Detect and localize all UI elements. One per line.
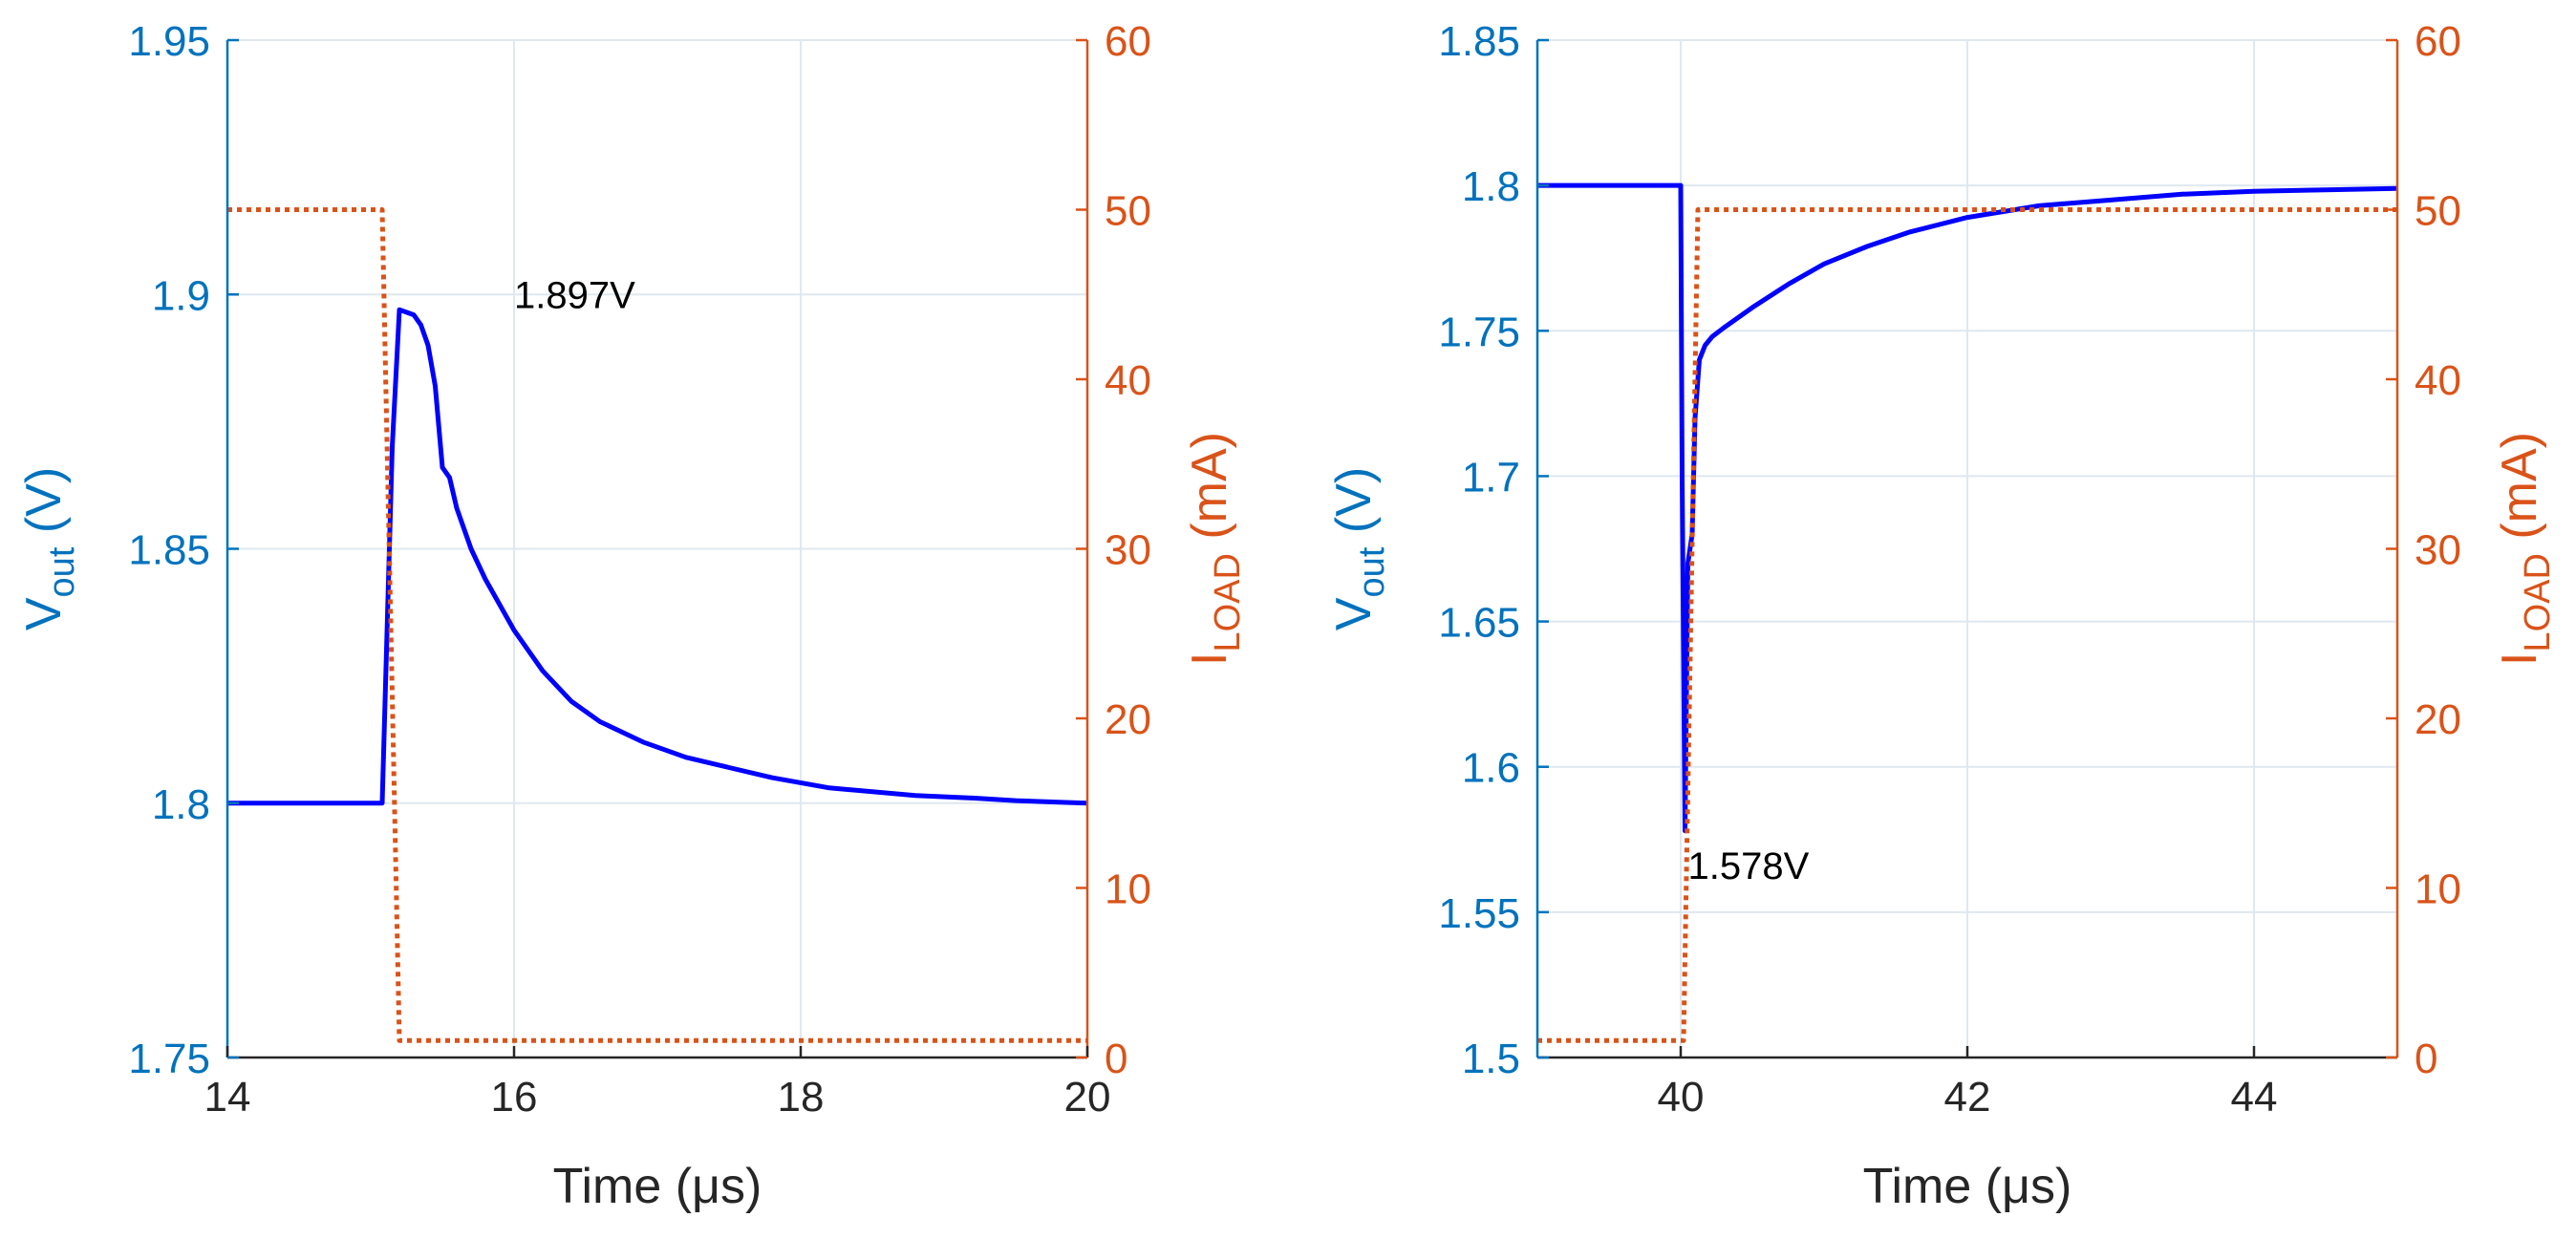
right-y-tick-label: 0 [2415, 1036, 2437, 1082]
panel-left: 14 16 18 20 1.75 1.8 1.85 1.9 1.95 0 10 20 30 40 50 60 T… [16, 18, 1248, 1214]
right-y-tick-label: 60 [1105, 18, 1151, 65]
right-y-tick-label: 40 [1105, 357, 1151, 404]
panel-right: 40 42 44 1.5 1.55 1.6 1.65 1.7 1.75 1.8 1.85 0 10 20 3… [1326, 18, 2558, 1214]
left-y-tick-label: 1.7 [1462, 454, 1520, 501]
left-y-tick-label: 1.85 [1438, 18, 1520, 65]
right-y-tick-label: 10 [1105, 866, 1151, 913]
left-y-tick-label: 1.95 [128, 18, 210, 65]
x-tick-label: 18 [778, 1074, 825, 1121]
x-tick-label: 20 [1064, 1074, 1111, 1121]
data-annotation: 1.897V [514, 274, 635, 316]
right-y-axis-label: ILOAD (mA) [1182, 432, 1248, 666]
right-y-tick-label: 10 [2415, 866, 2461, 913]
series-vout-line [227, 307, 1088, 806]
right-y-tick-label: 30 [2415, 527, 2461, 574]
x-tick-label: 42 [1944, 1074, 1991, 1121]
left-y-tick-label: 1.5 [1462, 1036, 1520, 1082]
right-y-tick-label: 50 [2415, 188, 2461, 235]
x-axis-label: Time (μs) [1863, 1159, 2072, 1214]
x-tick-label: 14 [204, 1074, 251, 1121]
right-y-tick-label: 20 [1105, 696, 1151, 743]
left-y-tick-label: 1.8 [1462, 163, 1520, 210]
left-y-tick-label: 1.55 [1438, 890, 1520, 937]
left-y-tick-label: 1.75 [1438, 309, 1520, 355]
left-y-tick-label: 1.6 [1462, 745, 1520, 792]
x-tick-label: 44 [2231, 1074, 2278, 1121]
left-y-tick-label: 1.85 [128, 527, 210, 574]
series-vout-line [1537, 182, 2398, 834]
right-y-tick-label: 50 [1105, 188, 1151, 235]
right-y-tick-label: 60 [2415, 18, 2461, 65]
left-y-tick-label: 1.9 [152, 272, 210, 319]
x-axis-label: Time (μs) [553, 1159, 762, 1214]
left-y-axis-label: Vout (V) [16, 467, 82, 630]
right-y-tick-label: 20 [2415, 696, 2461, 743]
left-y-tick-label: 1.75 [128, 1036, 210, 1082]
left-y-tick-label: 1.65 [1438, 600, 1520, 647]
left-y-axis-label: Vout (V) [1326, 467, 1392, 630]
right-y-tick-label: 30 [1105, 527, 1151, 574]
right-y-tick-label: 40 [2415, 357, 2461, 404]
right-y-axis-label: ILOAD (mA) [2492, 432, 2558, 666]
left-y-tick-label: 1.8 [152, 781, 210, 828]
right-y-tick-label: 0 [1105, 1036, 1127, 1082]
data-annotation: 1.578V [1688, 845, 1810, 887]
x-tick-label: 16 [491, 1074, 538, 1121]
x-tick-label: 40 [1658, 1074, 1705, 1121]
series-iload-line [227, 207, 1087, 1043]
